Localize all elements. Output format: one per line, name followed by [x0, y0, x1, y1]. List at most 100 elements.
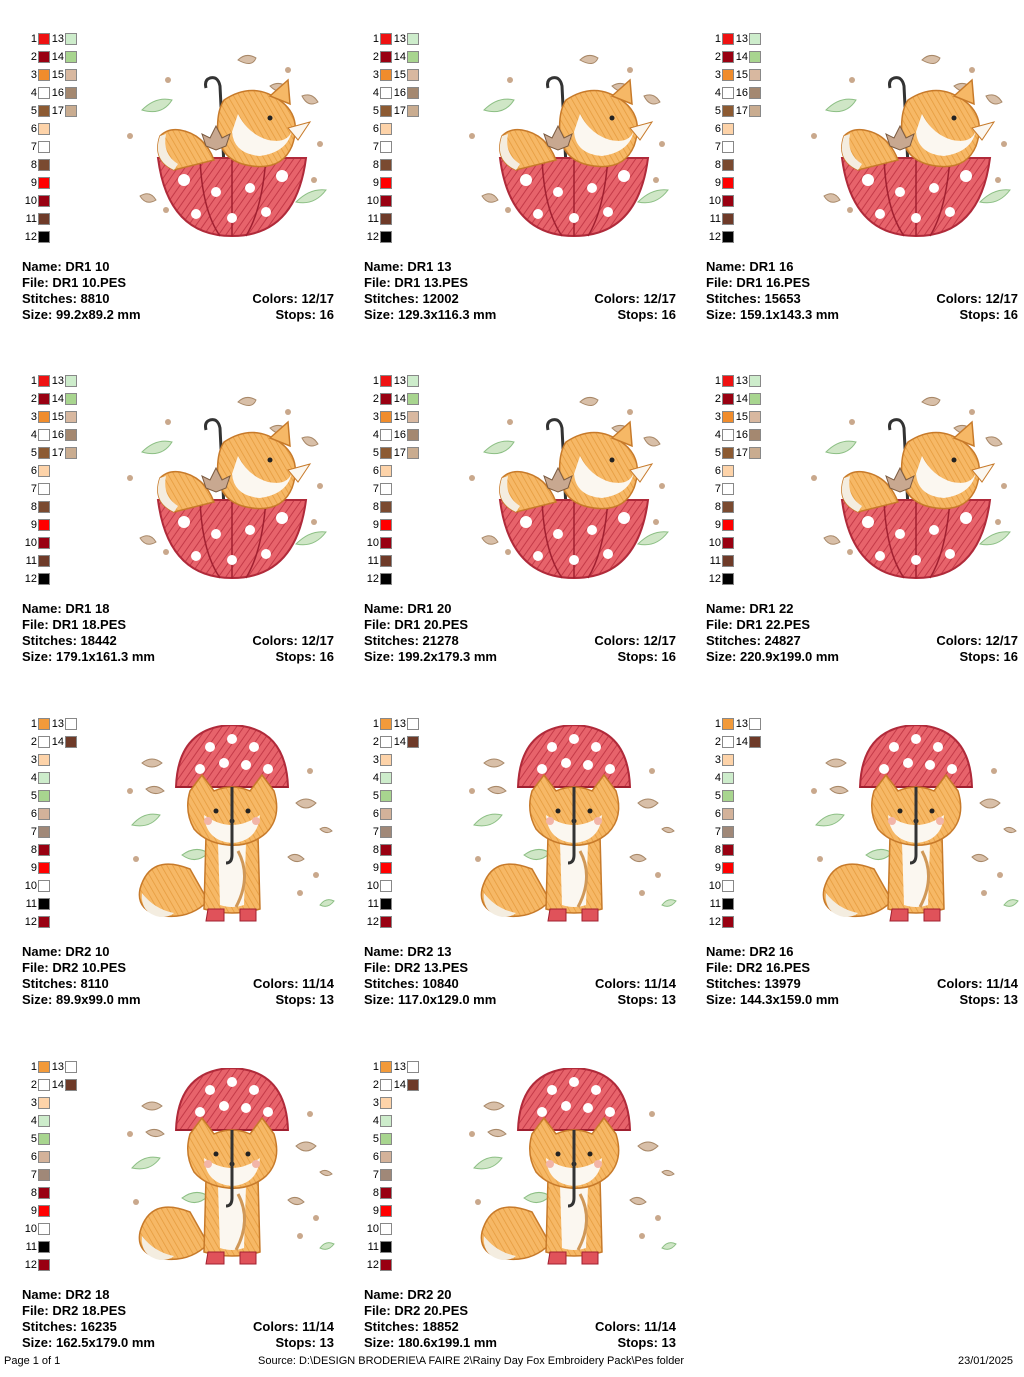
stop-count-value: 16 — [319, 649, 334, 664]
maple-leaf — [885, 466, 915, 493]
design-size-label: Size: — [706, 992, 737, 1007]
color-swatch: 1 — [358, 715, 392, 733]
swatch-number: 9 — [714, 862, 721, 874]
swatch-number: 17 — [735, 447, 748, 459]
swatch-number: 12 — [24, 573, 37, 585]
swatch-color — [38, 808, 50, 820]
design-info: Name: DR2 16 File: DR2 16.PES Stitches: 13… — [706, 944, 1018, 1008]
swatch-color — [38, 1169, 50, 1181]
swatch-number: 7 — [714, 141, 721, 153]
stop-count-value: 16 — [661, 649, 676, 664]
swatch-color — [722, 375, 734, 387]
design-file: File: DR2 16.PES — [706, 960, 810, 976]
swatch-number: 3 — [30, 69, 37, 81]
design-name: Name: DR2 20 — [364, 1287, 451, 1303]
color-count-label: Colors: — [594, 633, 640, 648]
swatch-color — [749, 393, 761, 405]
swatch-number: 13 — [51, 375, 64, 387]
swatch-color — [749, 69, 761, 81]
color-swatch: 4 — [16, 769, 50, 787]
swatch-color — [380, 447, 392, 459]
color-swatch: 13 — [50, 1058, 77, 1076]
swatch-number: 6 — [30, 123, 37, 135]
color-swatch: 10 — [358, 534, 392, 552]
swatch-color — [380, 1151, 392, 1163]
swatch-color — [722, 501, 734, 513]
swatch-number: 5 — [30, 447, 37, 459]
swatch-color — [722, 69, 734, 81]
color-swatch: 13 — [734, 372, 761, 390]
maple-leaf — [543, 466, 573, 493]
swatch-color — [38, 51, 50, 63]
swatch-color — [380, 231, 392, 243]
swatch-number: 10 — [366, 537, 379, 549]
stitch-count-value: 8110 — [80, 976, 109, 991]
swatch-number: 3 — [372, 411, 379, 423]
swatch-color — [38, 195, 50, 207]
color-swatch: 11 — [358, 210, 392, 228]
design-file-row: File: DR1 13.PES — [364, 275, 676, 291]
design-size: Size: 162.5x179.0 mm — [22, 1335, 155, 1351]
color-swatch: 6 — [358, 805, 392, 823]
color-swatch: 3 — [16, 1094, 50, 1112]
swatch-color — [722, 862, 734, 874]
stop-count-label: Stops: — [275, 649, 316, 664]
color-swatch: 8 — [358, 156, 392, 174]
design-name-label: Name: — [706, 944, 746, 959]
color-swatch: 10 — [700, 534, 734, 552]
color-swatch: 14 — [734, 48, 761, 66]
color-swatch: 13 — [392, 372, 419, 390]
color-swatch: 1 — [16, 715, 50, 733]
swatch-number: 13 — [51, 718, 64, 730]
color-swatch: 9 — [16, 1202, 50, 1220]
design-size: Size: 129.3x116.3 mm — [364, 307, 496, 323]
color-swatch: 6 — [358, 1148, 392, 1166]
swatch-color — [38, 790, 50, 802]
swatch-number: 11 — [367, 213, 379, 225]
swatch-color — [38, 159, 50, 171]
stop-count: Stops: 16 — [959, 649, 1018, 665]
swatch-number: 11 — [367, 898, 379, 910]
color-swatch: 3 — [358, 66, 392, 84]
design-info: Name: DR2 20 File: DR2 20.PES Stitches: 18… — [364, 1287, 676, 1351]
color-swatch: 7 — [16, 1166, 50, 1184]
maple-leaf — [201, 124, 231, 151]
color-swatch: 14 — [50, 733, 77, 751]
swatch-number: 10 — [24, 1223, 37, 1235]
color-swatch: 1 — [358, 1058, 392, 1076]
falling-leaf — [483, 1101, 675, 1206]
swatch-number: 10 — [708, 880, 721, 892]
swatch-number: 10 — [24, 537, 37, 549]
swatch-number: 1 — [372, 33, 379, 45]
color-swatch: 14 — [734, 390, 761, 408]
swatch-color — [38, 105, 50, 117]
design-size-value: 117.0x129.0 mm — [397, 992, 497, 1007]
design-size-row: Size: 180.6x199.1 mm Stops: 13 — [364, 1335, 676, 1351]
design-file-value: DR1 18.PES — [52, 617, 127, 632]
swatch-number: 7 — [372, 1169, 379, 1181]
color-swatch: 6 — [16, 120, 50, 138]
color-swatch: 6 — [16, 1148, 50, 1166]
swatch-number: 13 — [51, 33, 64, 45]
page-number: Page 1 of 1 — [4, 1355, 61, 1367]
swatch-number: 10 — [24, 195, 37, 207]
swatch-number: 9 — [30, 519, 37, 531]
swatch-color — [722, 213, 734, 225]
green-leaf — [483, 440, 669, 546]
design-size-label: Size: — [22, 992, 53, 1007]
stop-count-label: Stops: — [959, 307, 1000, 322]
page-footer: Page 1 of 1 Source: D:\DESIGN BRODERIE\A… — [0, 1353, 1024, 1370]
color-swatch: 16 — [392, 84, 419, 102]
color-swatch: 13 — [734, 715, 761, 733]
fox-tail — [480, 863, 551, 918]
design-name-label: Name: — [364, 601, 404, 616]
stitch-count-row: Stitches: 13979 Colors: 11/14 — [706, 976, 1018, 992]
design-file-value: DR2 20.PES — [394, 1303, 469, 1318]
color-swatch: 1 — [700, 372, 734, 390]
design-size-label: Size: — [22, 1335, 53, 1350]
swatch-number: 14 — [51, 736, 64, 748]
swatch-number: 11 — [25, 213, 37, 225]
design-card: 1 2 3 4 5 6 7 8 9 10 11 12 13 14 15 16 17 — [692, 6, 1024, 349]
swatch-number: 1 — [30, 1061, 37, 1073]
swatch-color — [380, 573, 392, 585]
